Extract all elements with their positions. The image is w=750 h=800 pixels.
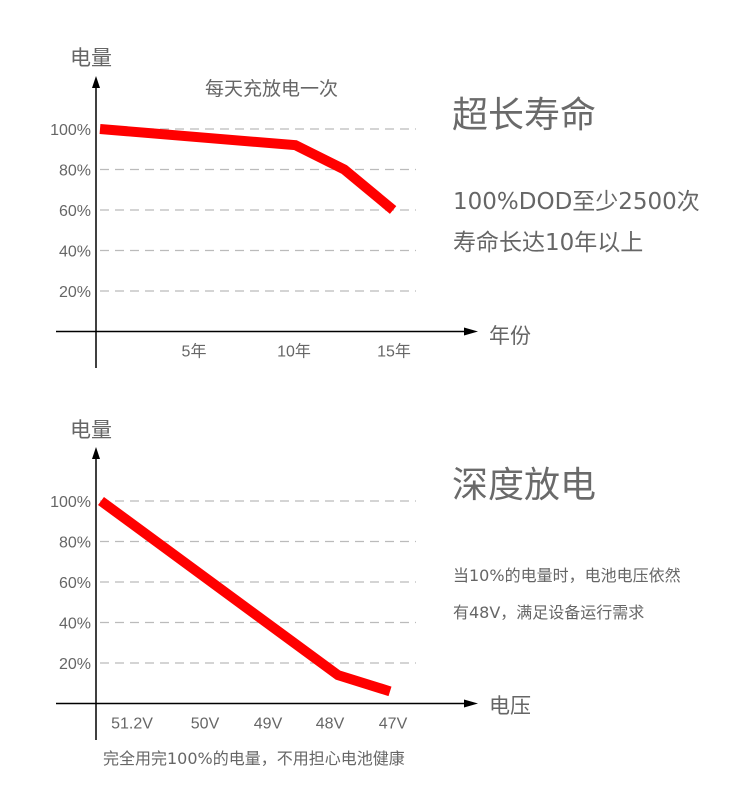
top-line1: 100%DOD至少2500次 bbox=[453, 189, 700, 215]
bottom-line2: 有48V，满足设备运行需求 bbox=[453, 603, 645, 622]
chart2-y-axis-arrow bbox=[92, 447, 100, 459]
chart1-x-tick-label: 15年 bbox=[377, 343, 411, 361]
top-line2: 寿命长达10年以上 bbox=[453, 230, 644, 256]
bottom-line1: 当10%的电量时，电池电压依然 bbox=[453, 566, 681, 585]
chart1-y-axis-arrow bbox=[92, 76, 100, 88]
chart1-x-axis-arrow bbox=[464, 327, 478, 336]
top-heading: 超长寿命 bbox=[452, 95, 597, 136]
bottom-heading: 深度放电 bbox=[452, 465, 597, 506]
chart2-x-tick-label: 50V bbox=[191, 716, 220, 733]
chart1-ylabel: 电量 bbox=[70, 46, 112, 70]
chart1-y-tick-label: 80% bbox=[59, 163, 91, 180]
chart2-xlabel: 电压 bbox=[489, 694, 531, 718]
chart1-y-tick-label: 60% bbox=[59, 203, 91, 220]
chart1-title: 每天充放电一次 bbox=[205, 78, 339, 100]
chart1-y-tick-label: 100% bbox=[50, 122, 91, 139]
chart1-xlabel: 年份 bbox=[489, 324, 531, 348]
chart1-x-tick-label: 10年 bbox=[277, 343, 311, 361]
chart2-y-tick-label: 80% bbox=[59, 535, 91, 552]
chart2-ylabel: 电量 bbox=[70, 418, 112, 442]
chart2-x-tick-label: 47V bbox=[379, 716, 408, 733]
chart2-y-tick-label: 100% bbox=[50, 494, 91, 511]
chart2-caption: 完全用完100%的电量，不用担心电池健康 bbox=[103, 749, 405, 768]
chart1-x-tick-label: 5年 bbox=[182, 343, 207, 361]
chart2-series-line bbox=[98, 496, 392, 697]
chart1-y-tick-label: 20% bbox=[59, 284, 91, 301]
chart2-x-axis-arrow bbox=[464, 699, 478, 708]
chart2-y-tick-label: 40% bbox=[59, 616, 91, 633]
chart2-x-tick-label: 48V bbox=[316, 716, 345, 733]
chart1-series-line bbox=[99, 124, 397, 214]
chart2-y-tick-label: 60% bbox=[59, 575, 91, 592]
chart1-y-tick-label: 40% bbox=[59, 244, 91, 261]
chart2-y-tick-label: 20% bbox=[59, 656, 91, 673]
chart2-x-tick-label: 51.2V bbox=[111, 716, 153, 733]
chart2-x-tick-label: 49V bbox=[254, 716, 283, 733]
